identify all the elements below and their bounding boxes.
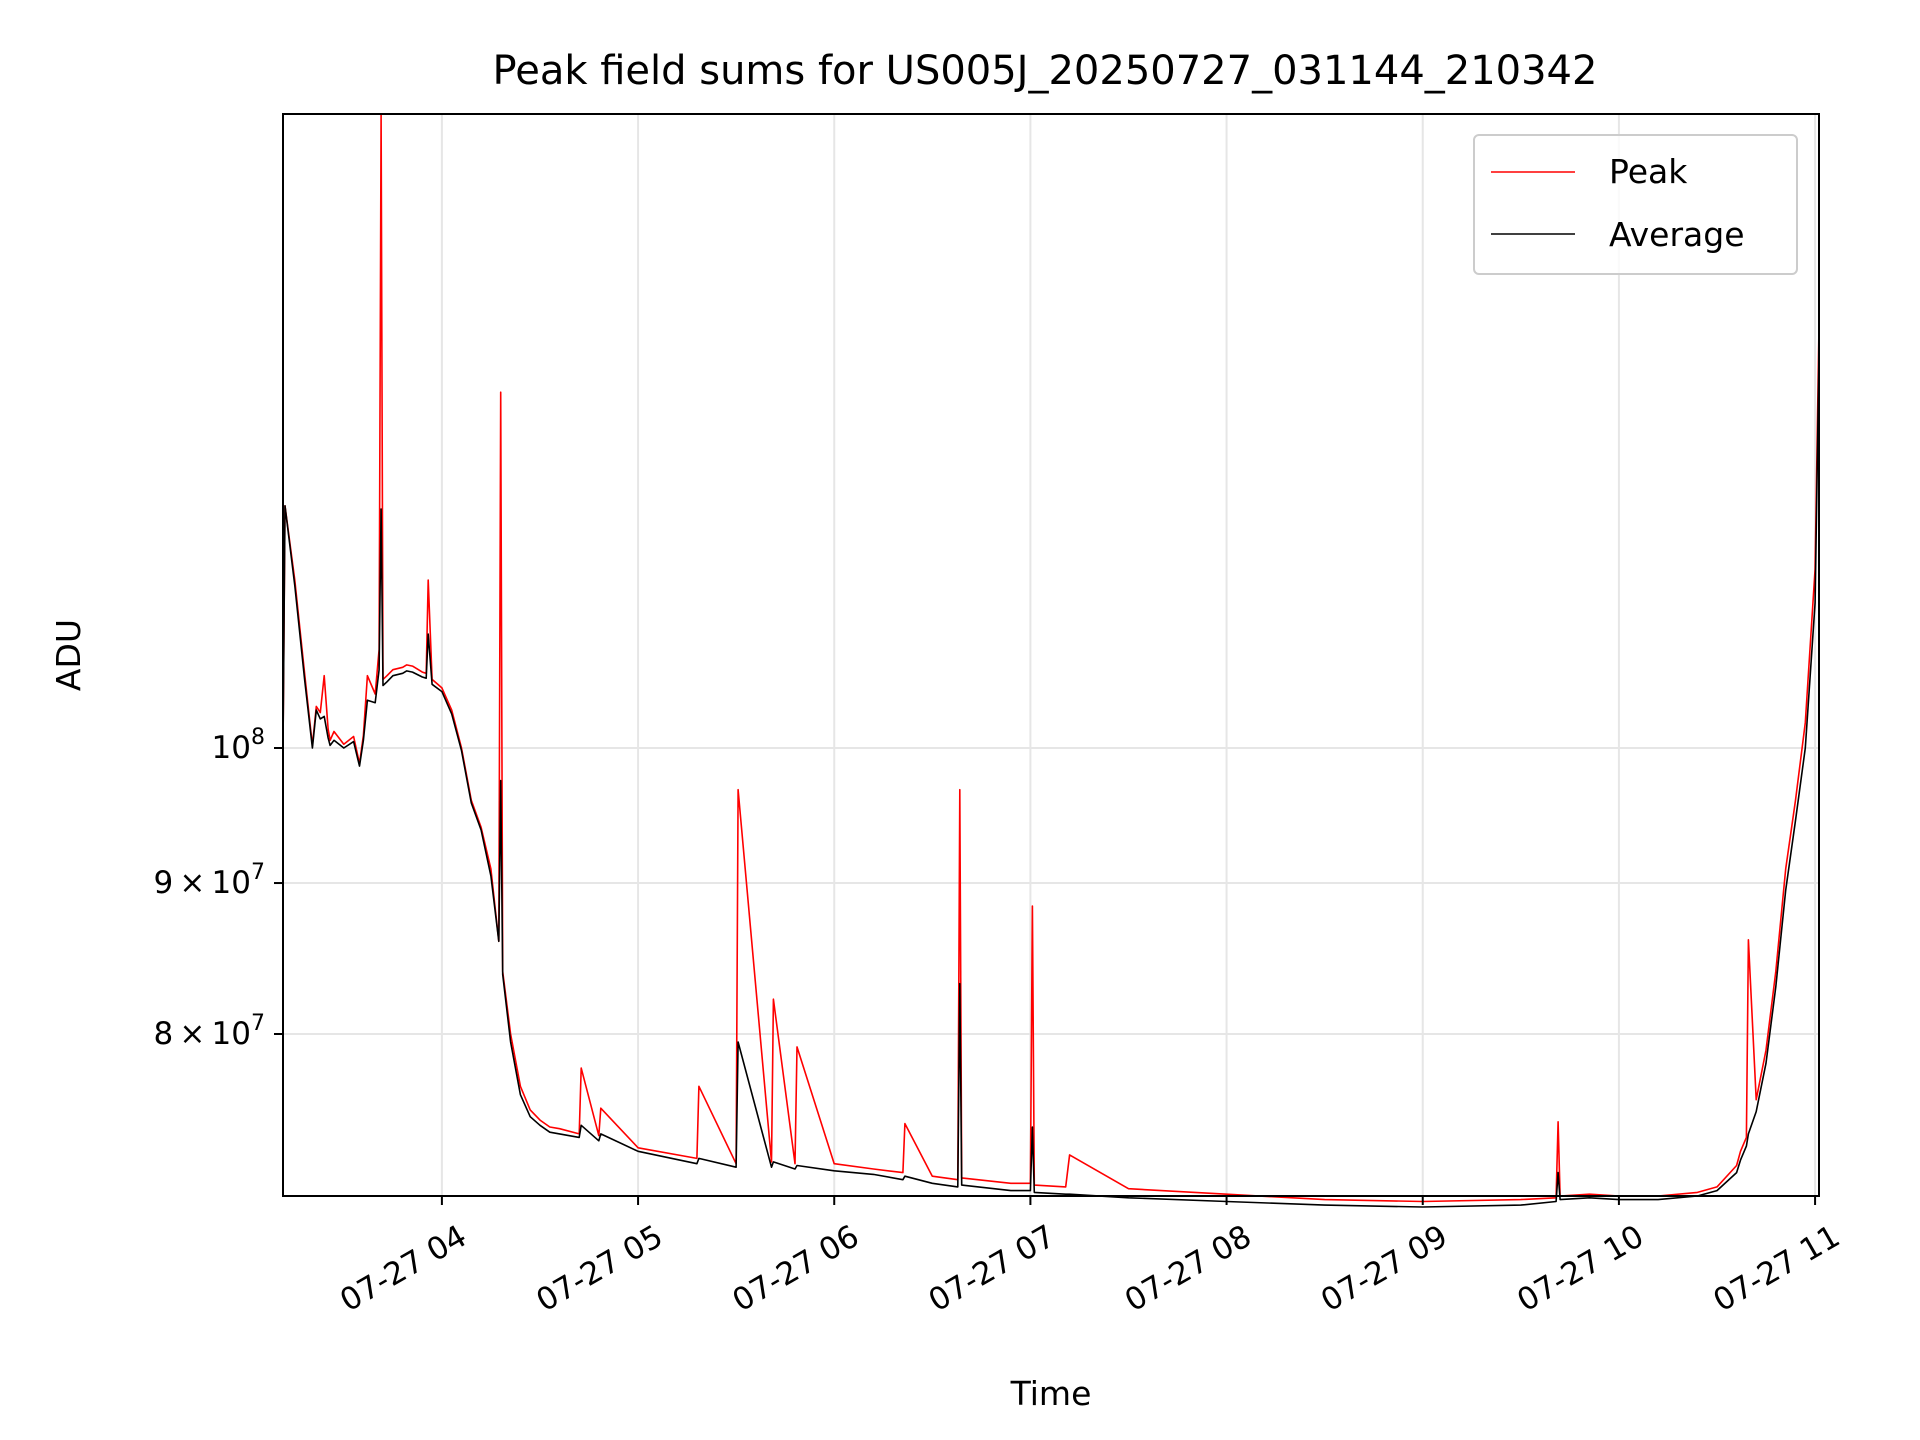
series-line-peak [282,113,1820,1203]
grid [283,114,1819,1196]
legend-average-label: Average [1609,215,1745,254]
y-axis-label: ADU [49,619,88,691]
plot-frame [282,113,1820,1197]
legend-peak-label: Peak [1609,152,1688,191]
x-axis-label: Time [1010,1374,1092,1413]
y-tick-label: 9 × 107 [153,860,265,901]
series-group [282,113,1820,1208]
series-line-average [282,353,1820,1208]
y-tick-label: 8 × 107 [153,1011,265,1052]
legend: Peak Average [1473,134,1798,275]
chart-title: Peak field sums for US005J_20250727_0311… [493,48,1598,94]
legend-box [1473,134,1798,275]
